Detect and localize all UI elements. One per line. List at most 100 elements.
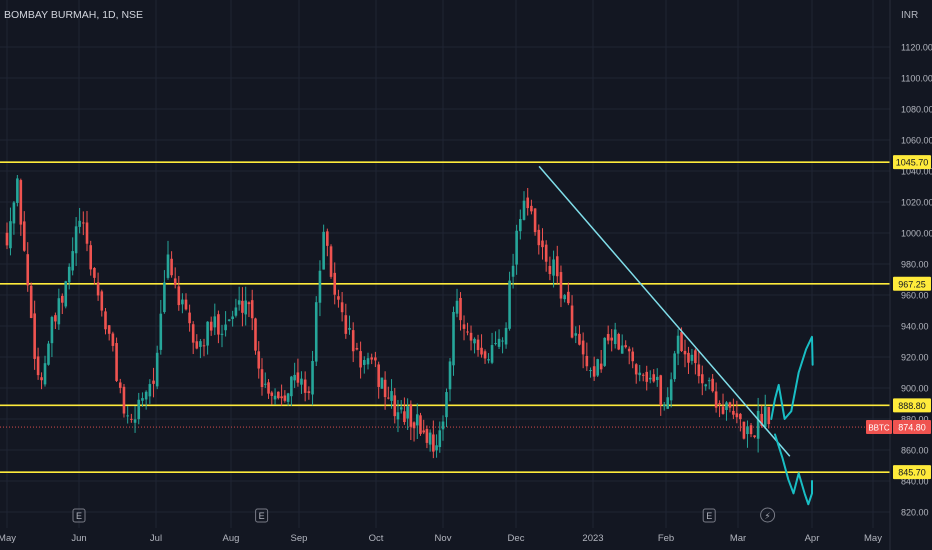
candle-body — [603, 337, 606, 366]
candle-body — [202, 345, 206, 347]
x-tick-label: Apr — [805, 533, 820, 544]
candle-body — [137, 399, 141, 420]
currency-label: INR — [901, 10, 918, 21]
candle-body — [396, 412, 400, 420]
candle-body — [234, 307, 238, 316]
earnings-marker — [255, 508, 269, 523]
y-tick-label: 900.00 — [901, 384, 929, 394]
symbol-badge — [866, 420, 892, 435]
candle-body — [537, 229, 541, 246]
candle-body — [659, 375, 663, 406]
candle-body — [559, 272, 563, 299]
candle-body — [22, 221, 26, 251]
candle-body — [148, 384, 152, 397]
level-lines[interactable] — [0, 161, 890, 473]
candle-body — [163, 282, 166, 313]
candle-body — [690, 354, 694, 361]
candle-body — [515, 230, 518, 265]
candle-body — [459, 297, 462, 321]
candle-body — [370, 357, 373, 360]
candle-body — [544, 244, 548, 262]
x-tick-label: Aug — [223, 533, 240, 544]
y-tick-label: 1080.00 — [901, 105, 932, 115]
candle-body — [209, 321, 213, 331]
candle-body — [432, 434, 435, 452]
dividend-marker-icon: ⚡ — [764, 512, 770, 522]
candle-body — [170, 258, 173, 276]
candle-body — [669, 379, 673, 401]
time-axis[interactable]: May Jun Jul Aug Sep Oct Nov Dec 2023 Feb Mar Apr May — [0, 533, 882, 544]
trendline-layer[interactable] — [538, 165, 791, 457]
candle-body — [455, 300, 459, 314]
candle-body — [277, 391, 280, 399]
candle-body — [237, 300, 241, 305]
candle-body — [753, 435, 756, 438]
y-tick-label: 980.00 — [901, 260, 929, 270]
candle-body — [570, 305, 574, 338]
price-axis[interactable]: 820.00 840.00 860.00 880.00 900.00 920.00 940.… — [901, 43, 932, 518]
bearish-projection-path[interactable] — [774, 433, 813, 506]
x-tick-label: May — [0, 533, 16, 544]
x-tick-label: 2023 — [582, 533, 603, 544]
candle-body — [555, 256, 559, 277]
bullish-projection-path[interactable] — [770, 335, 814, 420]
candle-body — [428, 432, 432, 445]
candle-body — [47, 343, 50, 365]
candle-body — [711, 378, 714, 392]
x-tick-label: Feb — [658, 533, 674, 544]
candle-body — [300, 378, 303, 385]
candle-body — [82, 222, 85, 224]
candle-body — [337, 296, 340, 300]
candle-body — [725, 402, 728, 411]
candle-body — [377, 364, 380, 387]
candle-body — [533, 208, 537, 233]
candle-body — [12, 202, 16, 224]
candle-body — [144, 391, 148, 400]
candle-body — [548, 265, 552, 275]
x-tick-label: Jul — [150, 533, 162, 544]
y-tick-label: 1100.00 — [901, 74, 932, 84]
candle-body — [563, 295, 566, 300]
candle-body — [85, 222, 89, 244]
candle-body — [100, 291, 104, 311]
candle-body — [71, 251, 74, 271]
candle-body — [104, 311, 107, 330]
candle-body — [415, 414, 419, 426]
candle-body — [29, 285, 33, 319]
candle-body — [16, 178, 19, 203]
candle-body — [96, 282, 100, 296]
candle-body — [504, 327, 508, 345]
candle-body — [742, 421, 746, 439]
y-tick-label: 1020.00 — [901, 198, 932, 208]
candle-body — [760, 413, 763, 426]
symbol-badge-label: BBTC — [868, 424, 890, 433]
dividend-marker — [760, 507, 776, 523]
x-tick-label: May — [864, 533, 882, 544]
candle-body — [634, 364, 638, 375]
candle-body — [93, 267, 96, 278]
candle-body — [522, 200, 526, 220]
candle-body — [610, 337, 613, 341]
candle-body — [260, 369, 264, 388]
candle-body — [526, 197, 530, 209]
candle-body — [122, 386, 126, 414]
y-tick-label: 1120.00 — [901, 43, 932, 53]
y-tick-label: 880.00 — [901, 415, 929, 425]
candle-body — [311, 360, 314, 395]
level-badge-label: 967.25 — [898, 279, 926, 289]
candle-body — [578, 333, 581, 345]
x-tick-label: Sep — [291, 533, 308, 544]
candle-body — [700, 374, 704, 384]
candle-body — [257, 351, 261, 369]
candle-body — [403, 411, 406, 423]
trendline[interactable] — [538, 165, 791, 457]
candle-body — [511, 265, 515, 277]
earnings-marker-label: E — [76, 511, 82, 521]
candle-body — [466, 331, 469, 333]
level-badge-label: 845.70 — [898, 468, 926, 478]
projection-drawings[interactable] — [770, 335, 814, 506]
candle-body — [687, 352, 690, 363]
candle-body — [519, 219, 522, 232]
